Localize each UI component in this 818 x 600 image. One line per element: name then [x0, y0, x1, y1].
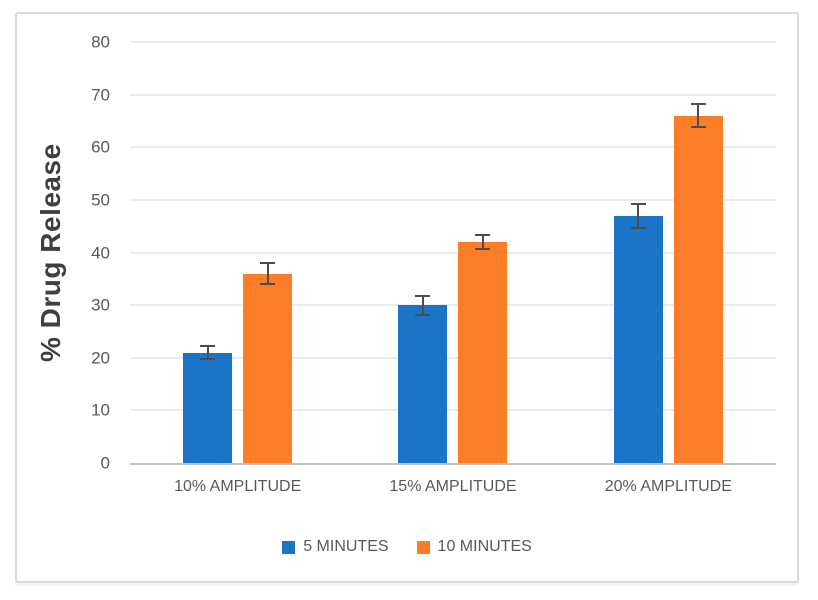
error-cap-bottom	[260, 283, 276, 286]
error-line	[697, 103, 700, 129]
error-bar-10-minutes-15-amplitude	[475, 233, 491, 251]
bar-fill-5-minutes-15-amplitude	[398, 305, 448, 463]
x-label-20-amplitude: 20% AMPLITUDE	[604, 478, 732, 495]
y-tick-label-20: 20	[91, 348, 110, 368]
bar-fill-5-minutes-20-amplitude	[613, 215, 663, 463]
gridline-10	[130, 409, 776, 411]
bar-10-minutes-15-amplitude	[458, 42, 508, 463]
legend-item-10-minutes: 10 MINUTES	[416, 538, 532, 556]
y-tick-label-70: 70	[91, 85, 110, 105]
error-bar-10-minutes-20-amplitude	[690, 103, 706, 129]
error-cap-bottom	[475, 248, 491, 251]
y-tick-label-40: 40	[91, 243, 110, 262]
bar-10-minutes-20-amplitude	[673, 42, 723, 463]
gridline-60	[130, 146, 776, 148]
gridline-80	[130, 41, 776, 43]
y-tick-label-50: 50	[91, 190, 110, 210]
y-tick-label-80: 80	[91, 32, 110, 52]
legend-swatch-5-minutes	[282, 540, 296, 554]
gridline-30	[130, 304, 776, 306]
error-cap-bottom	[690, 126, 706, 129]
bar-fill-10-minutes-10-amplitude	[243, 273, 293, 463]
bar-5-minutes-20-amplitude	[613, 42, 663, 463]
legend-swatch-10-minutes	[416, 540, 430, 554]
legend-label-10-minutes: 10 MINUTES	[437, 538, 532, 555]
legend: 5 MINUTES 10 MINUTES	[15, 538, 799, 556]
y-tick-label-60: 60	[91, 137, 110, 157]
bar-10-minutes-10-amplitude	[243, 42, 293, 463]
bar-fill-5-minutes-10-amplitude	[183, 352, 233, 463]
error-bar-5-minutes-10-amplitude	[200, 344, 216, 361]
error-line	[481, 233, 484, 251]
y-tick-label-10: 10	[91, 400, 110, 420]
y-tick-label-0: 0	[100, 453, 110, 473]
bar-fill-10-minutes-15-amplitude	[458, 241, 508, 463]
error-bar-10-minutes-10-amplitude	[260, 262, 276, 286]
bar-groups	[130, 42, 776, 463]
x-label-15-amplitude: 15% AMPLITUDE	[389, 478, 517, 495]
legend-item-5-minutes: 5 MINUTES	[282, 538, 389, 556]
error-line	[421, 294, 424, 316]
gridline-50	[130, 199, 776, 201]
figure-border	[15, 12, 799, 583]
bar-5-minutes-10-amplitude	[183, 42, 233, 463]
error-bar-5-minutes-15-amplitude	[415, 294, 431, 316]
gridline-70	[130, 94, 776, 96]
bar-group-20-amplitude	[561, 42, 776, 463]
error-line	[206, 344, 209, 361]
bar-fill-10-minutes-20-amplitude	[673, 115, 723, 463]
error-bar-5-minutes-20-amplitude	[630, 202, 646, 229]
x-axis-labels: 10% AMPLITUDE 15% AMPLITUDE 20% AMPLITUDE	[130, 478, 776, 496]
gridline-20	[130, 357, 776, 359]
bar-group-15-amplitude	[345, 42, 560, 463]
bar-group-10-amplitude	[130, 42, 345, 463]
y-axis-ticks: 0 10 20 30 40 50 60 70 80	[62, 34, 110, 472]
error-cap-bottom	[630, 226, 646, 229]
gridline-40	[130, 252, 776, 253]
error-cap-bottom	[200, 358, 216, 361]
x-label-10-amplitude: 10% AMPLITUDE	[174, 478, 302, 495]
y-tick-label-30: 30	[91, 295, 110, 315]
bar-5-minutes-15-amplitude	[398, 42, 448, 463]
legend-label-5-minutes: 5 MINUTES	[303, 538, 389, 555]
error-cap-bottom	[415, 313, 431, 316]
plot-area	[130, 41, 776, 465]
error-line	[266, 262, 269, 286]
error-line	[637, 202, 640, 229]
